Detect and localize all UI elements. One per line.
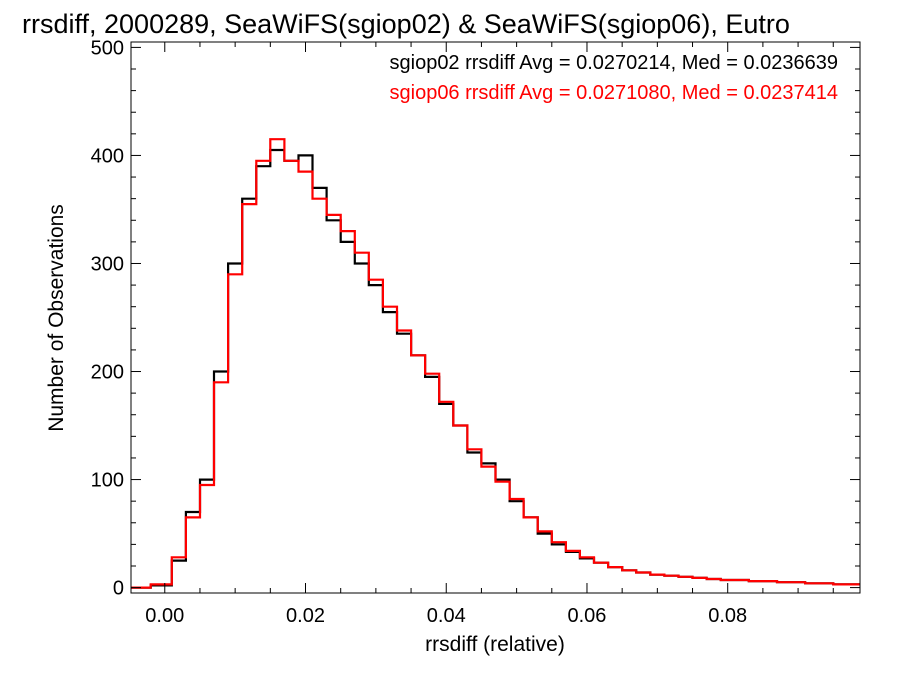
plot-area [131,138,860,589]
x-tick-label: 0.08 [708,605,747,627]
series-line-0 [131,148,860,589]
x-tick-label: 0.00 [145,605,184,627]
y-tick-label: 0 [113,578,124,600]
x-tick-label: 0.06 [568,605,607,627]
y-tick-label: 400 [91,145,124,167]
y-axis-label: Number of Observations [45,204,68,432]
y-tick-label: 200 [91,362,124,384]
series-line-1 [131,138,860,589]
y-axis: 0 100 200 300 400 500 [91,37,860,600]
plot-frame [130,41,861,594]
x-tick-label: 0.04 [427,605,466,627]
chart-title: rrsdiff, 2000289, SeaWiFS(sgiop02) & Sea… [22,9,790,39]
y-tick-label: 300 [91,253,124,275]
y-tick-label: 500 [91,37,124,59]
y-tick-label: 100 [91,470,124,492]
x-tick-label: 0.02 [286,605,325,627]
x-axis: 0.00 0.02 0.04 0.06 0.08 [145,42,834,627]
legend-entry-sgiop02: sgiop02 rrsdiff Avg = 0.0270214, Med = 0… [390,52,839,74]
x-axis-label: rrsdiff (relative) [425,633,565,656]
legend-entry-sgiop06: sgiop06 rrsdiff Avg = 0.0271080, Med = 0… [390,82,839,104]
